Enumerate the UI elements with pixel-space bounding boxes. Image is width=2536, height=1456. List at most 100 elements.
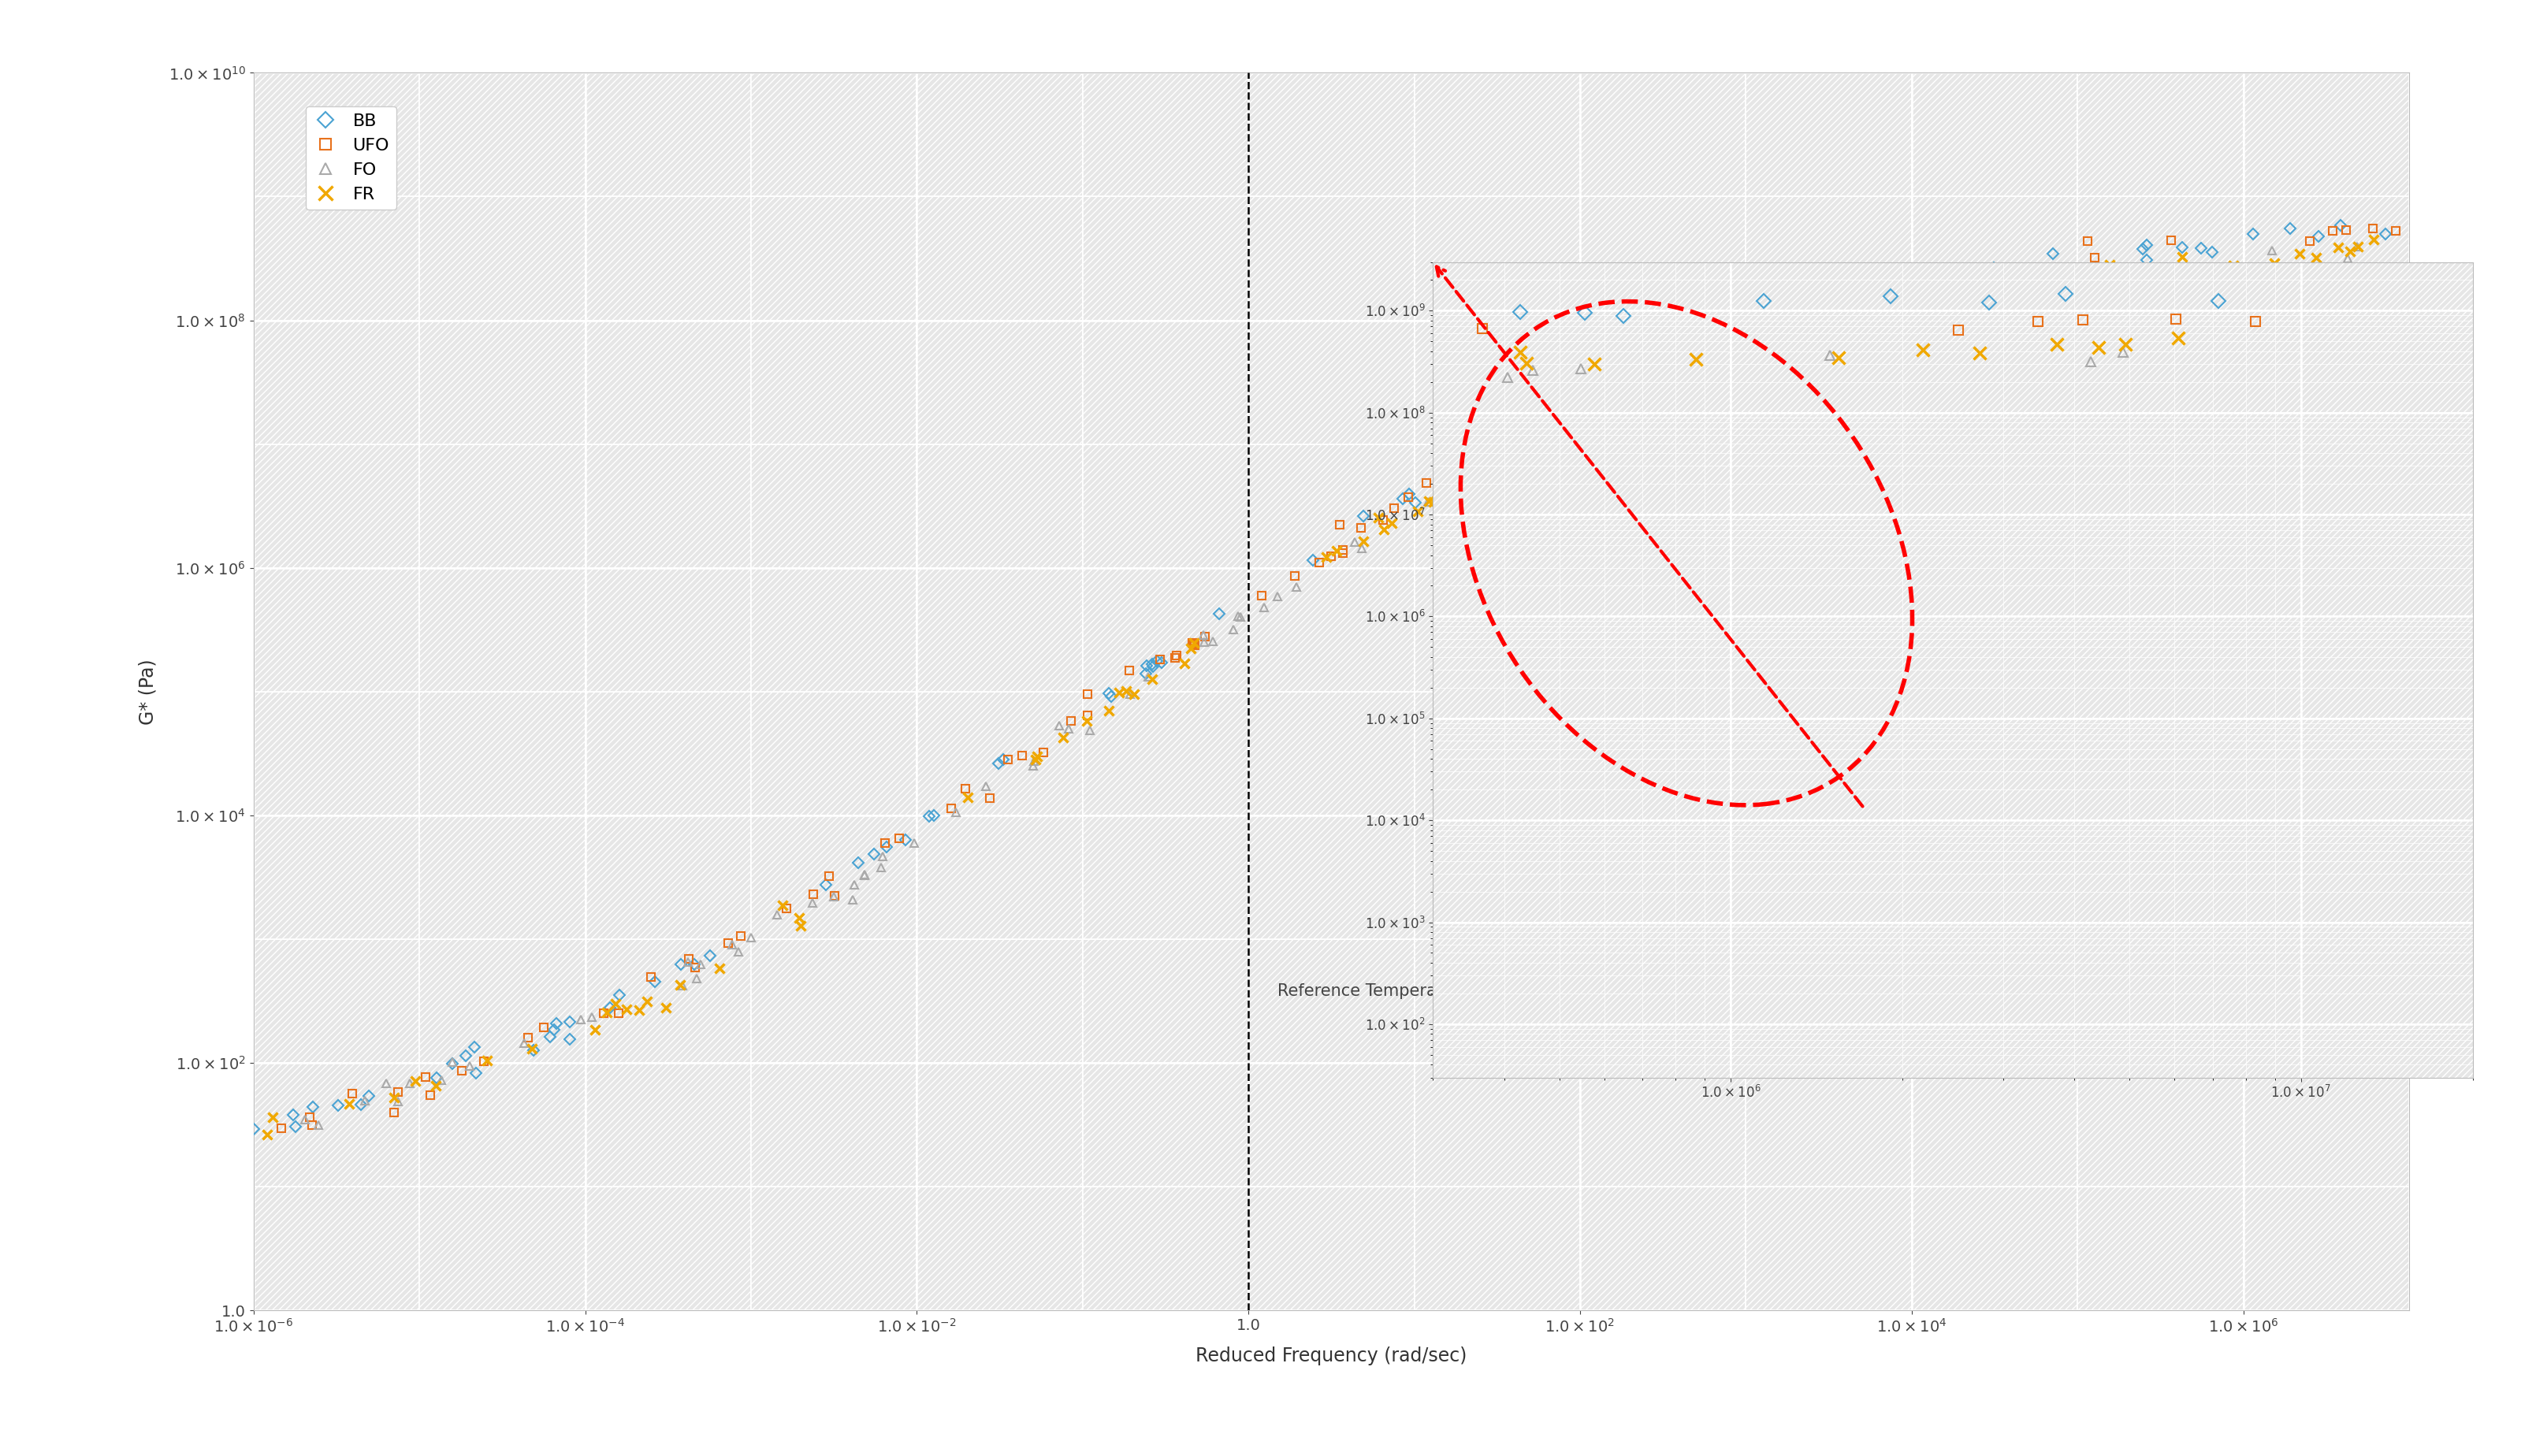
Bar (586, 815, 751, 939)
Bar (2409, 444, 2536, 568)
Bar (418, 0, 586, 73)
Bar (1248, 0, 1415, 73)
Bar (1083, 1063, 1248, 1187)
Bar (918, 1063, 1083, 1187)
Bar (1580, 568, 1745, 692)
Bar (89, 444, 254, 568)
Bar (751, 320, 918, 444)
Bar (918, 197, 1083, 320)
Legend: BB, UFO, FO, FR: BB, UFO, FO, FR (304, 106, 396, 210)
Bar (89, 939, 254, 1063)
Bar (418, 320, 586, 444)
FO (1443, 486, 1473, 504)
Bar (1161, 412, 1732, 514)
Bar (1415, 692, 1580, 815)
Bar (1248, 73, 1415, 197)
Bar (418, 197, 586, 320)
Bar (586, 444, 751, 568)
Bar (1248, 568, 1415, 692)
Bar (586, 73, 751, 197)
Bar (254, 692, 418, 815)
Bar (918, 0, 1083, 73)
Bar (2409, 197, 2536, 320)
Bar (1912, 939, 2077, 1063)
UFO (1423, 472, 1453, 489)
Bar (89, 568, 254, 692)
Bar (751, 692, 918, 815)
Bar (918, 692, 1083, 815)
Bar (751, 568, 918, 692)
Bar (1083, 444, 1248, 568)
Bar (1732, 616, 2300, 718)
Bar (2300, 616, 2536, 718)
Bar (918, 815, 1083, 939)
Bar (1745, 73, 1912, 197)
Bar (89, 815, 254, 939)
Bar (918, 73, 1083, 197)
BB (1443, 460, 1473, 478)
Bar (918, 939, 1083, 1063)
BB (2326, 217, 2356, 234)
FR (2358, 230, 2389, 248)
Bar (418, 568, 586, 692)
Bar (1732, 514, 2300, 616)
Bar (1580, 320, 1745, 444)
Bar (1912, 444, 2077, 568)
Bar (254, 320, 418, 444)
Bar (1732, 1024, 2300, 1125)
X-axis label: Reduced Frequency (rad/sec): Reduced Frequency (rad/sec) (1194, 1347, 1468, 1366)
Bar (2077, 1063, 2244, 1187)
Bar (918, 444, 1083, 568)
Bar (2077, 692, 2244, 815)
BB (2130, 252, 2161, 269)
Bar (254, 73, 418, 197)
Bar (586, 0, 751, 73)
Line: UFO: UFO (279, 224, 2399, 1131)
Y-axis label: G* (Pa): G* (Pa) (139, 658, 157, 725)
Bar (1415, 197, 1580, 320)
FR (1534, 424, 1565, 441)
Bar (586, 1063, 751, 1187)
Bar (1580, 197, 1745, 320)
Bar (1732, 412, 2300, 514)
Bar (918, 568, 1083, 692)
Bar (1732, 820, 2300, 922)
Bar (2244, 1187, 2409, 1310)
Bar (2300, 514, 2536, 616)
Bar (1745, 568, 1912, 692)
Bar (2300, 922, 2536, 1024)
Bar (418, 815, 586, 939)
Bar (1745, 444, 1912, 568)
Bar (1415, 0, 1580, 73)
BB (238, 1121, 269, 1139)
Bar (2300, 412, 2536, 514)
Bar (2300, 1024, 2536, 1125)
Bar (1161, 922, 1732, 1024)
Bar (2244, 444, 2409, 568)
Bar (418, 939, 586, 1063)
Bar (2077, 568, 2244, 692)
Bar (1083, 568, 1248, 692)
Bar (418, 1063, 586, 1187)
Bar (2244, 692, 2409, 815)
Bar (1083, 1187, 1248, 1310)
Bar (1083, 939, 1248, 1063)
Bar (1580, 815, 1745, 939)
FR (251, 1125, 281, 1143)
Bar (2409, 692, 2536, 815)
Bar (1415, 1187, 1580, 1310)
Bar (2077, 320, 2244, 444)
Bar (751, 73, 918, 197)
Bar (586, 320, 751, 444)
Bar (418, 73, 586, 197)
Bar (1415, 444, 1580, 568)
Bar (89, 73, 254, 197)
Bar (89, 1063, 254, 1187)
Bar (1580, 1187, 1745, 1310)
Bar (89, 1187, 254, 1310)
Bar (254, 1187, 418, 1310)
Bar (2244, 815, 2409, 939)
Bar (586, 939, 751, 1063)
FO (1511, 441, 1542, 459)
Bar (586, 1187, 751, 1310)
